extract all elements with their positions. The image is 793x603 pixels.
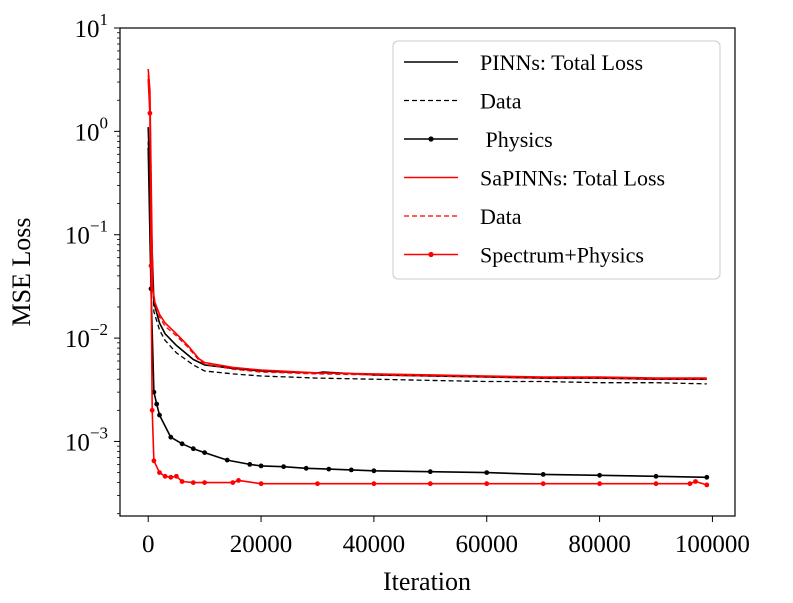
legend-label: Data — [480, 204, 522, 229]
series-4 — [147, 69, 707, 379]
data-point — [148, 263, 154, 269]
data-point — [597, 481, 602, 487]
data-point — [179, 441, 185, 447]
y-tick-label: 100 — [75, 113, 109, 146]
x-tick-label: 0 — [142, 531, 155, 558]
legend-label: Data — [480, 89, 522, 114]
legend: PINNs: Total Loss Data Physics SaPINNs: To… — [392, 40, 721, 280]
data-point — [281, 464, 286, 470]
x-tick-label: 60000 — [455, 531, 518, 558]
series-2 — [147, 141, 707, 385]
data-point — [224, 457, 230, 463]
data-point — [348, 467, 354, 473]
data-point — [540, 472, 546, 477]
data-point — [303, 465, 309, 471]
data-point — [704, 482, 710, 488]
data-point — [653, 481, 659, 487]
data-point — [704, 474, 710, 480]
data-point — [190, 446, 196, 452]
data-point — [202, 480, 208, 485]
data-point — [202, 450, 208, 455]
x-tick-label: 20000 — [230, 531, 293, 558]
data-point — [174, 473, 179, 479]
data-point — [230, 480, 236, 485]
data-point — [151, 458, 157, 464]
series-5 — [147, 75, 707, 380]
data-point — [157, 412, 162, 418]
plot-frame — [119, 27, 736, 517]
series-1 — [147, 127, 707, 381]
data-point — [315, 481, 320, 487]
data-point — [540, 481, 546, 487]
y-axis-label: MSE Loss — [7, 217, 36, 326]
x-axis-label: Iteration — [383, 567, 471, 596]
legend-marker — [428, 136, 434, 142]
data-point — [149, 407, 155, 413]
x-tick-label: 40000 — [343, 531, 406, 558]
series-line — [147, 127, 707, 381]
legend-marker — [428, 251, 434, 258]
series-line — [147, 141, 707, 385]
data-point — [427, 469, 433, 475]
x-axis: 0 20000 40000 60000 80000 100000 — [142, 516, 750, 558]
y-tick-label: 10−2 — [65, 320, 108, 353]
data-point — [597, 472, 602, 478]
data-point — [168, 434, 174, 440]
data-point — [687, 481, 693, 487]
series-3 — [147, 147, 710, 480]
data-point — [236, 478, 241, 483]
series-layer — [147, 69, 710, 488]
y-tick-label: 101 — [75, 10, 109, 43]
data-point — [427, 481, 433, 487]
legend-label: SaPINNs: Total Loss — [480, 166, 665, 191]
data-point — [162, 473, 168, 479]
x-tick-label: 100000 — [675, 531, 750, 558]
data-point — [179, 479, 185, 484]
series-6 — [147, 79, 710, 488]
legend-label: Spectrum+Physics — [480, 243, 644, 268]
legend-label: PINNs: Total Loss — [480, 50, 643, 75]
x-tick-label: 80000 — [568, 531, 631, 558]
series-line — [147, 69, 707, 379]
data-point — [258, 463, 264, 469]
legend-label: Physics — [480, 127, 553, 152]
data-point — [484, 470, 490, 475]
data-point — [147, 110, 153, 116]
data-point — [168, 474, 174, 480]
data-point — [157, 470, 162, 475]
legend-box — [392, 40, 721, 280]
data-point — [371, 481, 377, 487]
y-tick-label: 10−1 — [65, 217, 108, 250]
data-point — [371, 468, 377, 474]
y-axis: 101 100 10−1 10−2 10−3 — [65, 10, 120, 515]
data-point — [190, 480, 196, 485]
y-tick-label: 10−3 — [65, 423, 108, 456]
data-point — [326, 466, 332, 472]
data-point — [154, 401, 160, 407]
data-point — [693, 479, 698, 484]
data-point — [247, 462, 253, 467]
data-point — [653, 473, 659, 479]
data-point — [258, 481, 264, 487]
series-line — [147, 75, 707, 380]
data-point — [484, 481, 490, 487]
